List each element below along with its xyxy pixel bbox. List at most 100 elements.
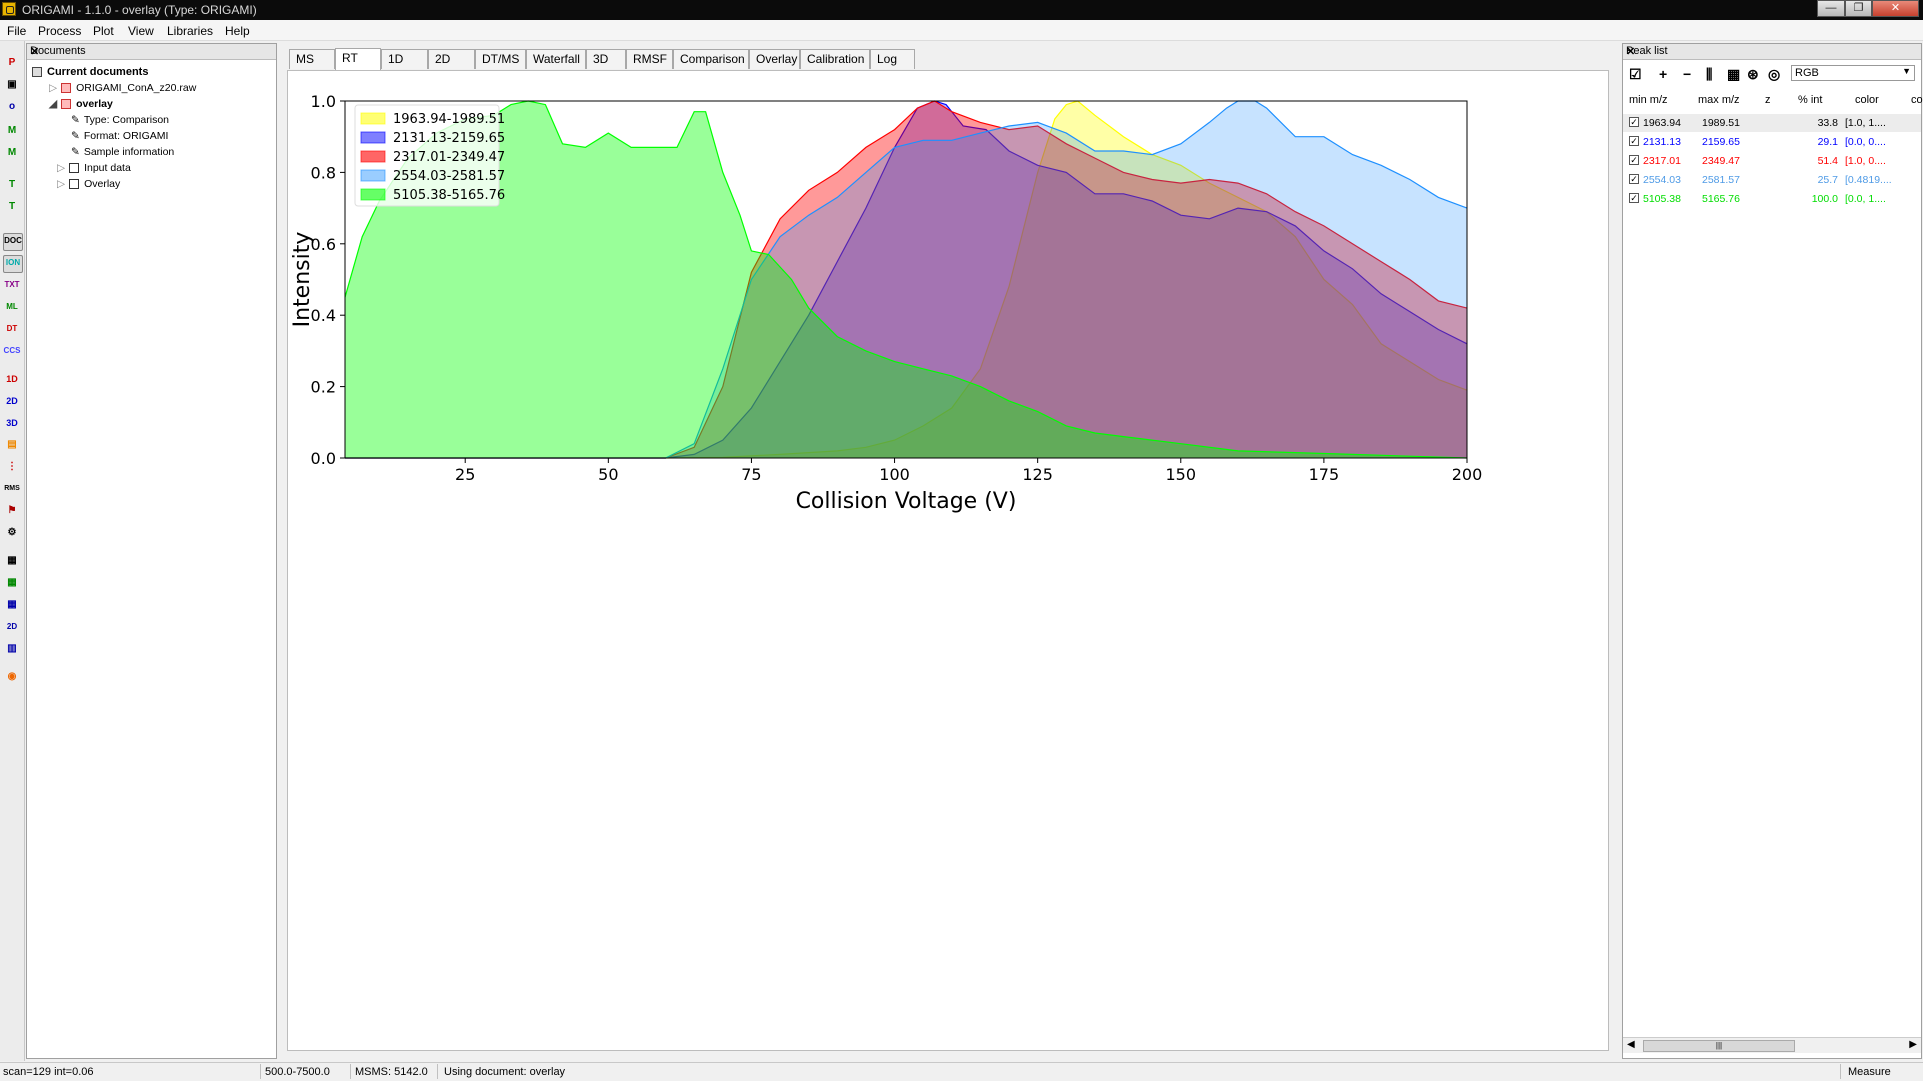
table-row[interactable]: ✓ 2131.13 2159.65 29.1 [0.0, 0.... <box>1623 133 1921 151</box>
tree-item-raw[interactable]: ▷ ORIGAMI_ConA_z20.raw <box>49 82 197 94</box>
tab-1d[interactable]: 1D <box>381 49 428 69</box>
add-icon[interactable]: + <box>1659 66 1668 82</box>
ml-panel-icon[interactable]: ML <box>6 302 18 311</box>
table-row[interactable]: ✓ 5105.38 5165.76 100.0 [0.0, 1.... <box>1623 190 1921 208</box>
tree-item-input-data[interactable]: ▷ Input data <box>57 162 131 174</box>
origami-icon[interactable]: o <box>8 101 16 112</box>
color-wheel-icon[interactable]: ◉ <box>7 671 17 682</box>
calibration-icon[interactable]: ▦ <box>7 555 17 566</box>
tab-2d[interactable]: 2D <box>428 49 475 69</box>
bar-chart-icon[interactable]: ▥ <box>7 643 17 654</box>
menu-help[interactable]: Help <box>225 24 250 38</box>
ccs-panel-icon[interactable]: CCS <box>3 346 21 355</box>
expand-icon[interactable]: ▷ <box>57 162 66 174</box>
calculator-icon[interactable]: ▦ <box>1727 66 1741 82</box>
tab-log[interactable]: Log <box>870 49 915 69</box>
chart-series-areas <box>344 100 1468 459</box>
ion-panel-icon[interactable]: ION <box>3 255 23 273</box>
document-icon <box>61 83 72 94</box>
collapse-icon[interactable]: ◢ <box>49 98 58 110</box>
tab-rmsf[interactable]: RMSF <box>626 49 673 69</box>
flag-icon[interactable]: ⚑ <box>7 505 17 516</box>
expand-icon[interactable]: ▷ <box>49 82 58 94</box>
check-all-icon[interactable]: ☑ <box>1629 66 1642 82</box>
manual-add-icon[interactable]: M <box>7 147 17 158</box>
doc-panel-icon[interactable]: DOC <box>3 233 23 251</box>
menu-libraries[interactable]: Libraries <box>167 24 214 38</box>
peak-tool-icon[interactable]: P <box>8 57 16 68</box>
x-tick-label: 25 <box>455 465 475 484</box>
remove-icon[interactable]: − <box>1683 66 1692 82</box>
tree-item-sample-info[interactable]: ✎ Sample information <box>71 146 175 158</box>
col-max-mz[interactable]: max m/z <box>1698 94 1740 106</box>
tab-calibration[interactable]: Calibration <box>800 49 870 69</box>
tab-overlay[interactable]: Overlay <box>749 49 800 69</box>
dt-panel-icon[interactable]: DT <box>6 324 18 333</box>
colorbar-icon[interactable]: ▤ <box>7 439 17 450</box>
row-checkbox[interactable]: ✓ <box>1629 117 1639 127</box>
menu-process[interactable]: Process <box>38 24 82 38</box>
menu-view[interactable]: View <box>128 24 154 38</box>
visualize-icon[interactable]: ◎ <box>1768 66 1781 82</box>
legend-swatch <box>360 112 386 125</box>
status-range: 500.0-7500.0 <box>265 1066 330 1078</box>
maximize-button[interactable]: ❐ <box>1845 0 1872 17</box>
rt-overlay-chart[interactable]: 25 50 75 100 125 150 175 200 0.0 0.2 0.4 0.6 0.8 1.0… <box>288 71 1608 1050</box>
table-row[interactable]: ✓ 2317.01 2349.47 51.4 [1.0, 0.... <box>1623 152 1921 170</box>
txt-panel-icon[interactable]: TXT <box>4 280 20 289</box>
table-row[interactable]: ✓ 2554.03 2581.57 25.7 [0.4819.... <box>1623 171 1921 189</box>
row-checkbox[interactable]: ✓ <box>1629 155 1639 165</box>
chevron-down-icon[interactable]: ▼ <box>1902 66 1911 76</box>
tab-waterfall[interactable]: Waterfall <box>526 49 586 69</box>
tab-comparison[interactable]: Comparison <box>673 49 749 69</box>
col-co[interactable]: co <box>1911 94 1923 106</box>
colormap-select[interactable]: RGB ▼ <box>1791 65 1915 81</box>
tab-3d[interactable]: 3D <box>586 49 626 69</box>
scroll-right-icon[interactable]: ▶ <box>1909 1039 1917 1050</box>
horizontal-scrollbar[interactable]: ◀ ||| ▶ <box>1623 1037 1921 1053</box>
text-icon[interactable]: T <box>8 179 16 190</box>
tree-item-overlay[interactable]: ◢ overlay <box>49 98 113 110</box>
close-window-button[interactable]: ✕ <box>1872 0 1919 17</box>
row-checkbox[interactable]: ✓ <box>1629 174 1639 184</box>
peak-list-title: Peak list <box>1626 45 1668 57</box>
documents-close-icon[interactable]: ✕ <box>30 46 40 58</box>
col-min-mz[interactable]: min m/z <box>1629 94 1668 106</box>
rmsd-icon[interactable]: RMS <box>4 485 20 492</box>
tab-dtms[interactable]: DT/MS <box>475 49 526 69</box>
menu-plot[interactable]: Plot <box>93 24 114 38</box>
tab-ms[interactable]: MS <box>289 49 335 69</box>
tab-rt[interactable]: RT <box>335 48 381 70</box>
minimize-button[interactable]: — <box>1817 0 1845 17</box>
menu-file[interactable]: File <box>7 24 27 38</box>
text-add-icon[interactable]: T <box>8 201 16 212</box>
tree-root[interactable]: Current documents <box>32 66 148 78</box>
peak-list-close-icon[interactable]: ✕ <box>1626 46 1636 58</box>
col-z[interactable]: z <box>1765 94 1771 106</box>
scroll-thumb[interactable]: ||| <box>1643 1040 1795 1052</box>
col-pct-int[interactable]: % int <box>1798 94 1823 106</box>
annotate-icon[interactable]: ⫼ <box>1706 66 1713 82</box>
save-icon[interactable]: ▣ <box>7 79 17 90</box>
table-row[interactable]: ✓ 1963.94 1989.51 33.8 [1.0, 1.... <box>1623 114 1921 132</box>
legend-label: 2554.03-2581.57 <box>393 169 505 184</box>
overlay-2d-icon[interactable]: 2D <box>6 622 18 631</box>
tree-item-format[interactable]: ✎ Format: ORIGAMI <box>71 130 169 142</box>
grid-icon[interactable]: ▦ <box>7 577 17 588</box>
matrix-icon[interactable]: ▦ <box>7 599 17 610</box>
plot-3d-icon[interactable]: 3D <box>6 418 18 428</box>
scroll-left-icon[interactable]: ◀ <box>1627 1039 1635 1050</box>
plot-canvas[interactable]: 25 50 75 100 125 150 175 200 0.0 0.2 0.4 0.6 0.8 1.0… <box>287 70 1609 1051</box>
list-icon[interactable]: ⋮ <box>7 461 17 472</box>
row-checkbox[interactable]: ✓ <box>1629 193 1639 203</box>
tree-item-type[interactable]: ✎ Type: Comparison <box>71 114 170 126</box>
tree-item-overlay-data[interactable]: ▷ Overlay <box>57 178 121 190</box>
plot-1d-icon[interactable]: 1D <box>6 374 18 384</box>
process-icon[interactable]: ⊛ <box>1747 66 1759 82</box>
row-checkbox[interactable]: ✓ <box>1629 136 1639 146</box>
expand-icon[interactable]: ▷ <box>57 178 66 190</box>
settings-icon[interactable]: ⚙ <box>7 527 17 538</box>
col-color[interactable]: color <box>1855 94 1879 106</box>
plot-2d-icon[interactable]: 2D <box>6 396 18 406</box>
manual-icon[interactable]: M <box>7 125 17 136</box>
